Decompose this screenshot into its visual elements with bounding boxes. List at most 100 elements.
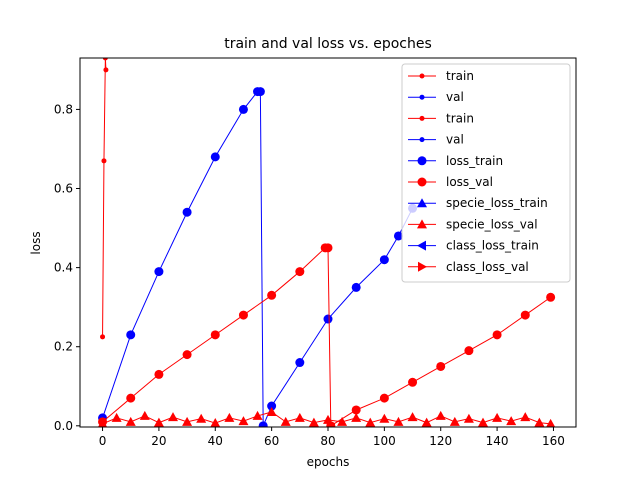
- data-point: [323, 314, 333, 324]
- data-point: [351, 282, 361, 292]
- data-point: [393, 416, 404, 426]
- data-point: [255, 87, 265, 97]
- data-point: [478, 417, 488, 427]
- data-point: [238, 310, 248, 320]
- legend-marker: [419, 94, 425, 100]
- legend-marker: [419, 73, 425, 79]
- data-point: [267, 401, 277, 411]
- data-point: [238, 416, 249, 426]
- y-tick-label: 0.2: [54, 340, 73, 354]
- x-tick-label: 80: [320, 434, 335, 448]
- legend-item: loss_val: [408, 175, 493, 189]
- legend-marker: [417, 219, 427, 229]
- x-tick-label: 140: [486, 434, 509, 448]
- data-point: [295, 267, 305, 277]
- data-point: [421, 417, 432, 427]
- chart-title: train and val loss vs. epoches: [224, 36, 432, 52]
- legend-label: specie_loss_val: [446, 217, 538, 231]
- data-point: [154, 369, 164, 379]
- data-point: [379, 255, 389, 265]
- data-point: [379, 393, 389, 403]
- data-point: [294, 412, 305, 422]
- data-point: [153, 417, 164, 427]
- data-point: [520, 412, 531, 422]
- y-tick-label: 0.4: [54, 261, 73, 275]
- data-point: [407, 412, 418, 422]
- data-point: [351, 412, 362, 422]
- data-point: [182, 207, 192, 217]
- data-point: [101, 158, 107, 164]
- data-point: [182, 350, 192, 360]
- data-point: [308, 417, 319, 427]
- x-tick-label: 40: [208, 434, 223, 448]
- legend-item: specie_loss_val: [408, 217, 538, 231]
- data-point: [154, 267, 164, 277]
- series-train: [100, 58, 109, 340]
- data-point: [100, 334, 106, 340]
- legend-marker: [417, 240, 426, 251]
- data-point: [111, 412, 122, 422]
- data-point: [182, 416, 193, 426]
- legend-marker: [419, 115, 425, 121]
- x-tick-label: 160: [542, 434, 565, 448]
- data-point: [435, 410, 446, 420]
- x-tick-label: 120: [429, 434, 452, 448]
- legend-item: val: [408, 90, 464, 104]
- data-point: [365, 417, 376, 427]
- legend-label: class_loss_train: [446, 239, 539, 253]
- legend-item: class_loss_val: [408, 260, 529, 274]
- series-specie-loss-val: [98, 406, 556, 427]
- data-point: [103, 67, 109, 73]
- legend-item: train: [408, 69, 474, 83]
- legend-marker: [418, 261, 427, 272]
- legend-marker: [417, 198, 427, 208]
- legend-label: loss_val: [446, 175, 493, 189]
- data-point: [224, 412, 235, 422]
- data-point: [168, 412, 178, 422]
- data-point: [102, 58, 108, 61]
- data-point: [379, 413, 390, 423]
- data-point: [506, 416, 517, 426]
- data-point: [126, 393, 136, 403]
- legend-label: train: [446, 69, 474, 83]
- data-point: [266, 406, 277, 416]
- data-point: [210, 418, 221, 427]
- data-point: [323, 243, 333, 253]
- legend-label: val: [446, 133, 464, 147]
- data-point: [436, 361, 446, 371]
- legend-item: loss_train: [408, 154, 503, 168]
- data-point: [393, 231, 403, 241]
- data-point: [196, 413, 207, 423]
- legend-label: val: [446, 90, 464, 104]
- x-axis-title: epochs: [307, 455, 350, 469]
- x-tick-label: 0: [99, 434, 107, 448]
- legend-marker: [419, 137, 425, 143]
- legend-item: val: [408, 133, 464, 147]
- data-point: [463, 413, 474, 423]
- legend-item: specie_loss_train: [408, 196, 548, 210]
- data-point: [238, 104, 248, 114]
- legend-item: train: [408, 111, 474, 125]
- legend-label: loss_train: [446, 154, 503, 168]
- legend-item: class_loss_train: [408, 239, 539, 253]
- y-tick-label: 0.0: [54, 419, 73, 433]
- data-point: [534, 417, 545, 427]
- data-point: [449, 416, 460, 426]
- data-point: [323, 414, 333, 424]
- data-point: [280, 416, 291, 426]
- data-point: [252, 410, 263, 420]
- y-tick-label: 0.6: [54, 182, 73, 196]
- series-line: [102, 58, 107, 337]
- data-point: [337, 416, 348, 426]
- y-axis-title: loss: [29, 231, 43, 254]
- data-point: [408, 377, 418, 387]
- legend-label: specie_loss_train: [446, 196, 548, 210]
- data-point: [258, 421, 268, 427]
- data-point: [464, 346, 474, 356]
- data-point: [210, 330, 220, 340]
- data-point: [492, 330, 502, 340]
- data-point: [210, 152, 220, 162]
- data-point: [98, 418, 108, 427]
- data-point: [267, 290, 277, 300]
